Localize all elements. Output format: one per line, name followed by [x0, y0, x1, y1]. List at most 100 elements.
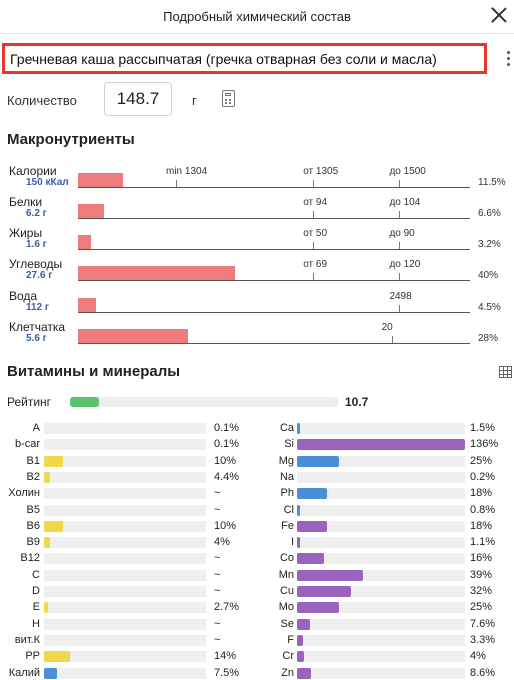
- vitamin-value: ~: [214, 585, 221, 597]
- macro-percent: 6.6%: [478, 208, 501, 219]
- macro-amount: 27.6 г: [26, 270, 53, 281]
- vitamin-track: [44, 667, 206, 679]
- macro-percent: 3.2%: [478, 239, 501, 250]
- macro-amount: 1.6 г: [26, 239, 47, 250]
- macro-norm-tick: [399, 180, 401, 187]
- macro-bar: [78, 204, 104, 218]
- rating-label: Рейтинг: [7, 395, 52, 409]
- macro-norm-label: до 120: [389, 259, 421, 270]
- vitamin-track: [44, 618, 206, 630]
- mineral-name: Mg: [278, 454, 294, 467]
- macro-amount: 6.2 г: [26, 208, 47, 219]
- vitamin-track: [44, 537, 206, 549]
- macro-row: Калории 150 кКал min 1304 от 1305 до 1500 11.…: [0, 164, 514, 195]
- mineral-track: [297, 553, 465, 565]
- mineral-bar: [297, 488, 328, 500]
- vitamin-track: [44, 569, 206, 581]
- vitamin-track: [44, 504, 206, 516]
- macro-bar: [78, 329, 188, 343]
- quantity-input[interactable]: [104, 82, 172, 116]
- mineral-name: F: [287, 633, 294, 646]
- mineral-track: [297, 634, 465, 646]
- macro-norm-tick: [176, 180, 177, 187]
- table-icon[interactable]: [499, 366, 512, 378]
- mineral-bar: [297, 586, 351, 597]
- macro-row: Белки 6.2 г от 94 до 104 6.6%: [0, 195, 514, 226]
- vitamin-name: B6: [26, 519, 40, 532]
- macro-norm-label: 20: [381, 322, 393, 333]
- macro-percent: 40%: [478, 270, 499, 281]
- macros-title: Макронутриенты: [7, 131, 135, 148]
- vitamin-value: 7.5%: [214, 666, 240, 679]
- vitamin-value: ~: [214, 487, 221, 500]
- macro-bar: [78, 173, 124, 187]
- vitamin-value: 4.4%: [214, 470, 240, 483]
- mineral-track: [297, 423, 465, 434]
- mineral-value: 25%: [470, 601, 493, 614]
- macro-norm-tick: [313, 180, 315, 187]
- vitamin-value: 2.7%: [214, 601, 240, 614]
- macro-norm-tick: [399, 305, 401, 312]
- macro-row: Углеводы 27.6 г от 69 до 120 40%: [0, 257, 514, 288]
- macro-name: Белки: [9, 195, 43, 209]
- close-icon[interactable]: [488, 4, 510, 26]
- vitamin-bar: [44, 455, 64, 467]
- mineral-track: [297, 602, 465, 614]
- vitamin-name: Холин: [8, 487, 40, 500]
- mineral-bar: [297, 618, 310, 630]
- mineral-track: [297, 488, 465, 500]
- calculator-icon[interactable]: [222, 90, 235, 107]
- mineral-name: Cu: [279, 585, 294, 597]
- macro-name: Клетчатка: [9, 320, 66, 334]
- mineral-value: 39%: [470, 568, 493, 581]
- quantity-label: Количество: [7, 93, 77, 108]
- mineral-value: 0.8%: [470, 503, 496, 516]
- vitamin-value: ~: [214, 617, 221, 630]
- mineral-track: [297, 651, 465, 663]
- vitamin-name: Калий: [8, 666, 40, 679]
- macro-amount: 112 г: [26, 302, 50, 313]
- vitamin-value: ~: [214, 568, 221, 581]
- mineral-bar: [297, 455, 339, 467]
- mineral-name: Cl: [283, 503, 294, 516]
- macro-norm-tick: [399, 242, 401, 249]
- macro-norm-tick: [391, 336, 393, 343]
- mineral-value: 18%: [470, 519, 493, 532]
- vitamin-track: [44, 602, 206, 614]
- vitamin-value: ~: [214, 552, 221, 565]
- mineral-value: 32%: [470, 585, 493, 597]
- macro-norm-label: от 94: [303, 197, 328, 208]
- mineral-name: Se: [280, 617, 294, 630]
- mineral-bar: [297, 504, 300, 516]
- vitamin-value: 4%: [214, 536, 230, 549]
- vitamin-value: 14%: [214, 650, 237, 663]
- mineral-bar: [297, 634, 303, 646]
- macro-percent: 4.5%: [478, 302, 501, 313]
- mineral-value: 0.2%: [470, 470, 496, 483]
- quantity-unit: г: [192, 93, 197, 108]
- macro-norm-label: от 69: [303, 259, 328, 270]
- vitamin-name: B5: [26, 503, 40, 516]
- macro-norm-tick: [399, 211, 401, 218]
- macro-axis-line: [78, 280, 470, 281]
- vitamin-value: 0.1%: [214, 422, 240, 434]
- vitamin-name: PP: [25, 650, 40, 663]
- mineral-name: Fe: [281, 519, 294, 532]
- macro-norm-tick: [313, 242, 315, 249]
- macro-norm-label: min 1304: [166, 166, 208, 177]
- mineral-track: [297, 520, 465, 532]
- vitamin-bar: [44, 471, 51, 483]
- mineral-name: Mo: [278, 601, 294, 614]
- vitamin-value: ~: [214, 633, 221, 646]
- more-vertical-icon[interactable]: [504, 50, 512, 68]
- mineral-value: 7.6%: [470, 617, 496, 630]
- mineral-name: Si: [284, 438, 294, 451]
- macro-amount: 150 кКал: [26, 177, 69, 188]
- mineral-value: 16%: [470, 552, 493, 565]
- mineral-value: 25%: [470, 454, 493, 467]
- macro-norm-tick: [313, 273, 315, 280]
- mineral-name: Na: [279, 470, 294, 483]
- macro-norm-tick: [313, 211, 315, 218]
- vitamin-track: [44, 586, 206, 597]
- vitamin-name: B1: [26, 454, 40, 467]
